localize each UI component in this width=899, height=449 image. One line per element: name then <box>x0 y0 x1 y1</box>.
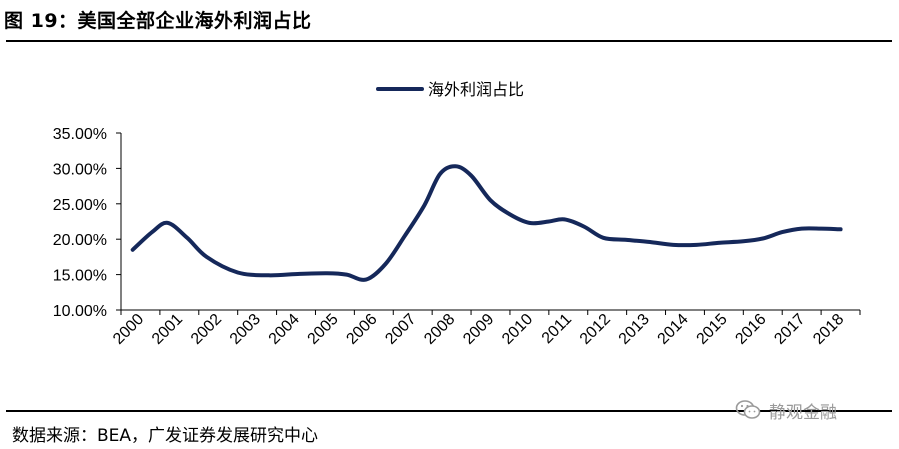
x-tick-label: 2012 <box>577 311 614 348</box>
x-tick-label: 2002 <box>188 311 225 348</box>
x-tick-label: 2001 <box>149 311 186 348</box>
title-divider <box>6 40 892 42</box>
y-tick-label: 35.00% <box>53 126 107 143</box>
y-tick-label: 20.00% <box>53 232 107 249</box>
x-tick-label: 2008 <box>421 311 458 348</box>
x-tick-label: 2007 <box>382 311 419 348</box>
y-tick-label: 15.00% <box>53 268 107 285</box>
source-divider <box>6 410 892 412</box>
y-tick-label: 10.00% <box>53 303 107 320</box>
watermark: 静观金融 <box>735 396 837 424</box>
x-tick-label: 2016 <box>732 311 769 348</box>
x-tick-label: 2014 <box>655 311 692 348</box>
figure-title: 图 19：美国全部企业海外利润占比 <box>4 10 312 32</box>
y-tick-label: 25.00% <box>53 197 107 214</box>
x-tick-label: 2013 <box>616 311 653 348</box>
x-tick-label: 2004 <box>266 311 303 348</box>
x-tick-label: 2017 <box>771 311 808 348</box>
source-note: 数据来源：BEA，广发证券发展研究中心 <box>12 426 319 446</box>
x-tick-label: 2003 <box>227 311 264 348</box>
x-tick-label: 2009 <box>460 311 497 348</box>
x-tick-label: 2015 <box>694 311 731 348</box>
wechat-icon <box>735 400 761 419</box>
x-tick-label: 2018 <box>810 311 847 348</box>
watermark-text: 静观金融 <box>769 402 837 423</box>
x-tick-label: 2010 <box>499 311 536 348</box>
x-tick-label: 2011 <box>539 311 575 347</box>
x-tick-label: 2006 <box>343 311 380 348</box>
line-chart: 10.00% 15.00% 20.00% 25.00% 30.00% 35.00% 2000… <box>53 80 861 348</box>
y-tick-label: 30.00% <box>53 161 107 178</box>
x-tick-label: 2005 <box>305 311 342 348</box>
x-tick-label: 2000 <box>110 311 147 348</box>
series-line <box>130 164 843 282</box>
legend-label: 海外利润占比 <box>428 80 524 99</box>
